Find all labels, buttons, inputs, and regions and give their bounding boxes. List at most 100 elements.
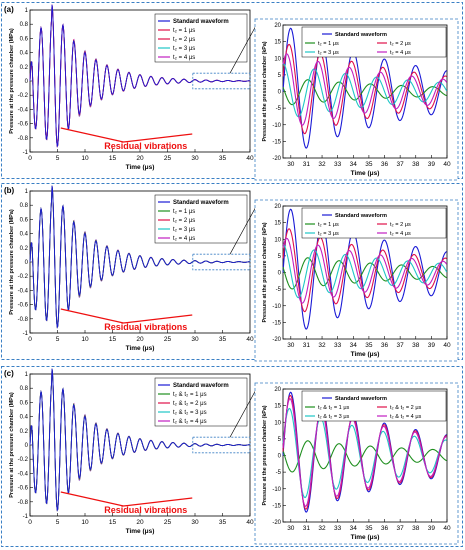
inset-legend-entry: t₂ & t₂ = 1 μs — [318, 405, 350, 411]
inset-x-tick-label: 35 — [365, 525, 373, 532]
inset-y-tick-label: -15 — [272, 320, 281, 326]
inset-x-tick-label: 35 — [365, 161, 373, 168]
inset-x-tick-label: 37 — [397, 525, 405, 532]
y-tick-label: 0.8 — [20, 22, 29, 28]
x-tick-label: 25 — [164, 519, 172, 526]
y-tick-label: -1 — [23, 150, 29, 156]
inset-y-tick-label: -20 — [272, 156, 281, 162]
inset-legend-entry: t₂ & t₂ = 4 μs — [390, 414, 422, 420]
zoom-region — [192, 436, 251, 454]
inset-legend-box — [301, 207, 447, 239]
inset-x-tick-label: 36 — [381, 342, 389, 349]
legend-box — [154, 13, 248, 63]
y-tick-label: -0.4 — [18, 471, 29, 477]
x-axis-label: Time (μs) — [126, 345, 155, 352]
inset-x-tick-label: 40 — [443, 161, 451, 168]
x-tick-label: 25 — [164, 155, 172, 162]
y-tick-label: -0.6 — [18, 122, 29, 128]
inset-y-axis-label: Pressure at the pressure chamber (kPa) — [262, 41, 268, 141]
inset-y-tick-label: -15 — [272, 139, 281, 145]
inset-x-tick-label: 37 — [397, 342, 405, 349]
legend-entry: t₂ = 4 μs — [173, 55, 195, 61]
x-tick-label: 30 — [191, 155, 199, 162]
x-tick-label: 0 — [28, 519, 32, 526]
y-tick-label: -0.8 — [18, 136, 29, 142]
residual-bracket — [60, 491, 193, 507]
residual-label: Residual vibrations — [104, 505, 187, 515]
inset-x-tick-label: 40 — [443, 525, 451, 532]
inset-x-tick-label: 30 — [287, 161, 295, 168]
inset-x-axis-label: Time (μs) — [351, 170, 380, 177]
inset-legend-entry: t₂ = 4 μs — [390, 50, 411, 56]
legend-entry: t₂ = 1 μs — [173, 28, 195, 34]
inset-series-line — [282, 208, 447, 330]
x-tick-label: 30 — [191, 336, 199, 343]
inset-y-axis-label: Pressure at the pressure chamber (kPa) — [262, 222, 268, 322]
x-tick-label: 10 — [81, 336, 89, 343]
inset-y-tick-label: -5 — [276, 287, 282, 293]
panel-frame — [1, 366, 463, 547]
y-tick-label: 1 — [25, 189, 29, 195]
inset-y-tick-label: -5 — [276, 106, 282, 112]
inset-y-tick-label: 5 — [278, 73, 282, 79]
inset-legend-entry: t₂ = 3 μs — [318, 231, 339, 237]
y-tick-label: 0.6 — [20, 217, 29, 223]
x-tick-label: 35 — [219, 519, 227, 526]
x-tick-label: 20 — [136, 336, 144, 343]
legend-entry: t₂ = 4 μs — [173, 236, 195, 242]
y-tick-label: 1 — [25, 8, 29, 14]
zoom-region — [192, 72, 251, 90]
inset-x-tick-label: 38 — [412, 161, 420, 168]
panel-frame — [1, 2, 463, 179]
y-tick-label: -0.2 — [18, 457, 29, 463]
x-tick-label: 10 — [81, 155, 89, 162]
series-line — [29, 368, 250, 512]
y-tick-label: 0.2 — [20, 246, 29, 252]
inset-x-axis-label: Time (μs) — [351, 534, 380, 541]
inset-series-line — [282, 53, 448, 126]
panel-label: (c) — [4, 369, 14, 378]
legend-box — [154, 194, 248, 244]
legend-entry: t₂ & t₂ = 4 μs — [173, 419, 207, 425]
zoom-connector — [229, 202, 259, 255]
inset-x-tick-label: 34 — [350, 342, 358, 349]
inset-y-tick-label: -10 — [272, 123, 281, 129]
inset-y-tick-label: -20 — [272, 520, 281, 526]
inset-y-tick-label: 15 — [274, 221, 281, 227]
inset-series-line — [282, 398, 447, 507]
inset-y-tick-label: 10 — [274, 237, 281, 243]
inset-y-tick-label: 15 — [274, 404, 281, 410]
x-axis-label: Time (μs) — [126, 164, 155, 171]
inset-legend-entry: t₂ = 4 μs — [390, 231, 411, 237]
y-tick-label: -0.6 — [18, 303, 29, 309]
inset-legend-entry: Standard waveform — [335, 32, 387, 38]
inset-y-tick-label: 10 — [274, 420, 281, 426]
legend-entry: t₂ = 1 μs — [173, 209, 195, 215]
inset-x-tick-label: 32 — [318, 342, 326, 349]
panel-frame — [1, 183, 463, 360]
y-tick-label: -0.4 — [18, 107, 29, 113]
x-tick-label: 20 — [136, 519, 144, 526]
x-tick-label: 40 — [246, 519, 254, 526]
legend-entry: Standard waveform — [173, 19, 229, 25]
x-tick-label: 40 — [246, 155, 254, 162]
residual-label: Residual vibrations — [104, 322, 187, 332]
inset-y-tick-label: 15 — [274, 40, 281, 46]
x-tick-label: 40 — [246, 336, 254, 343]
series-line — [29, 4, 250, 148]
inset-x-tick-label: 33 — [334, 525, 342, 532]
inset-legend-entry: t₂ & t₂ = 3 μs — [318, 414, 350, 420]
y-tick-label: 0.6 — [20, 400, 29, 406]
inset-x-tick-label: 31 — [303, 161, 311, 168]
legend-entry: t₂ & t₂ = 2 μs — [173, 401, 207, 407]
inset-x-tick-label: 38 — [412, 342, 420, 349]
inset-y-tick-label: 5 — [278, 254, 282, 260]
x-tick-label: 5 — [56, 336, 60, 343]
x-tick-label: 15 — [109, 155, 117, 162]
inset-x-tick-label: 30 — [287, 525, 295, 532]
inset-y-tick-label: 20 — [274, 23, 281, 29]
residual-bracket — [60, 127, 193, 143]
inset-legend-entry: t₂ = 1 μs — [318, 222, 339, 228]
inset-x-tick-label: 38 — [412, 525, 420, 532]
